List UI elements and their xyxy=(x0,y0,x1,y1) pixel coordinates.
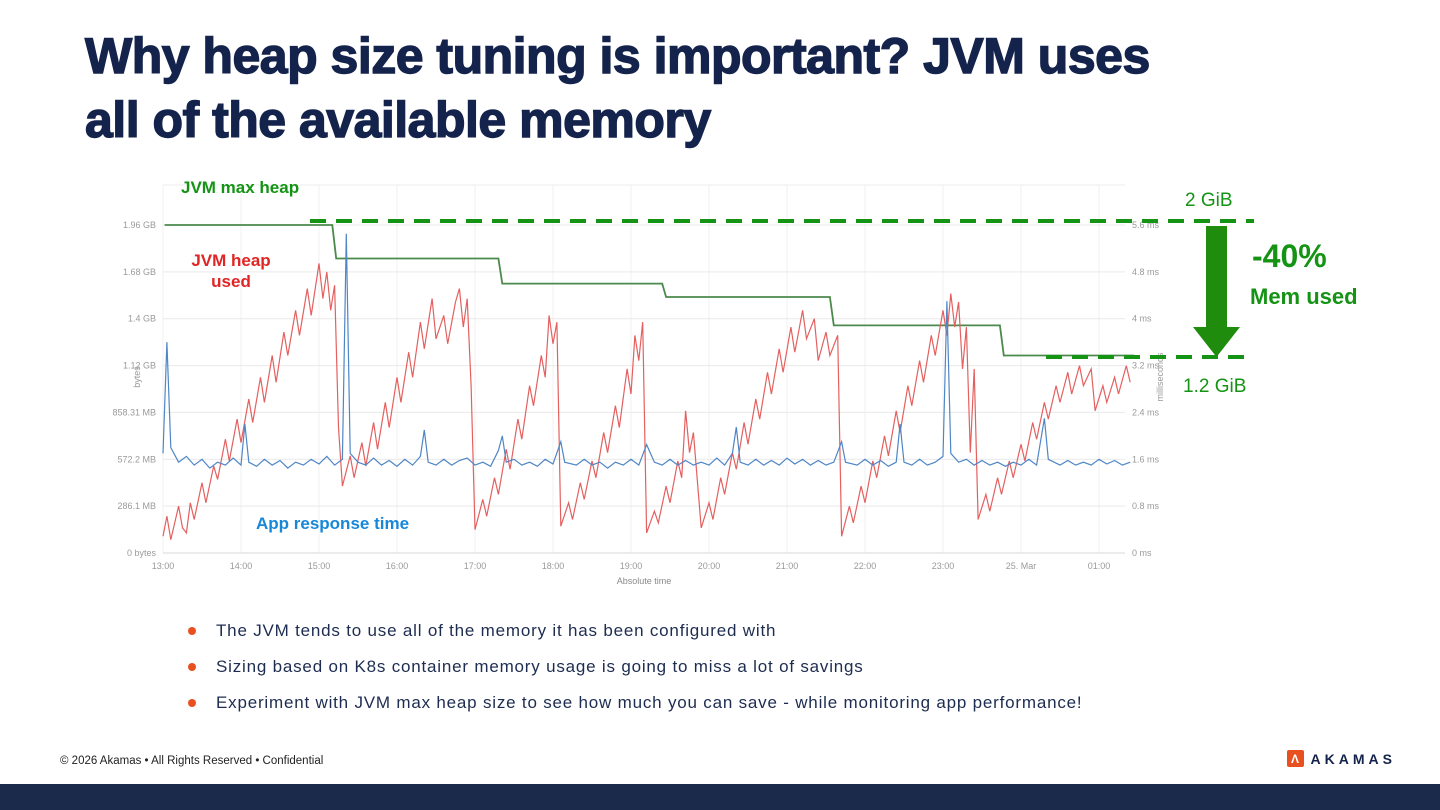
svg-text:0 ms: 0 ms xyxy=(1132,548,1152,558)
svg-text:4.8 ms: 4.8 ms xyxy=(1132,267,1160,277)
svg-text:1.6 ms: 1.6 ms xyxy=(1132,454,1160,464)
akamas-logo-icon: Λ xyxy=(1286,750,1304,767)
bullet-dot-icon xyxy=(188,626,196,635)
svg-text:13:00: 13:00 xyxy=(152,561,175,571)
svg-text:4 ms: 4 ms xyxy=(1132,314,1152,324)
svg-text:20:00: 20:00 xyxy=(698,561,721,571)
svg-text:2.4 ms: 2.4 ms xyxy=(1132,407,1160,417)
svg-text:3.2 ms: 3.2 ms xyxy=(1132,361,1160,371)
svg-text:1.12 GB: 1.12 GB xyxy=(123,361,156,371)
one-point-two-gib-label: 1.2 GiB xyxy=(1183,376,1247,397)
title-line-1: Why heap size tuning is important? JVM u… xyxy=(84,27,1151,84)
svg-text:17:00: 17:00 xyxy=(464,561,487,571)
akamas-logo-text: AKAMAS xyxy=(1310,750,1396,767)
svg-text:milliseconds: milliseconds xyxy=(1155,352,1165,402)
svg-text:858.31 MB: 858.31 MB xyxy=(112,407,156,417)
svg-text:19:00: 19:00 xyxy=(620,561,643,571)
bullet-item: The JVM tends to use all of the memory i… xyxy=(188,620,1082,641)
svg-text:23:00: 23:00 xyxy=(932,561,955,571)
two-gib-label: 2 GiB xyxy=(1185,190,1233,211)
svg-text:286.1 MB: 286.1 MB xyxy=(117,501,156,511)
svg-text:572.2 MB: 572.2 MB xyxy=(117,454,156,464)
svg-text:bytes: bytes xyxy=(132,366,142,388)
footer-copyright: © 2026 Akamas • All Rights Reserved • Co… xyxy=(60,755,324,767)
bullet-text: The JVM tends to use all of the memory i… xyxy=(216,620,777,640)
svg-text:Absolute time: Absolute time xyxy=(617,576,672,586)
jvm-max-heap-label: JVM max heap xyxy=(181,178,300,197)
chart-canvas: 13:00 14:00 15:00 16:00 17:00 18:00 19:00 20:00… xyxy=(112,184,1165,586)
memory-chart: 13:00 14:00 15:00 16:00 17:00 18:00 19:00 20:00… xyxy=(95,172,1180,597)
bullet-dot-icon xyxy=(188,662,196,671)
svg-text:16:00: 16:00 xyxy=(386,561,409,571)
bottom-bar xyxy=(0,784,1440,810)
svg-text:21:00: 21:00 xyxy=(776,561,799,571)
minus-forty-percent-label: -40% xyxy=(1252,238,1327,274)
bullet-dot-icon xyxy=(188,698,196,707)
jvm-heap-used-label: JVM heap used xyxy=(174,250,288,292)
bullet-item: Experiment with JVM max heap size to see… xyxy=(188,692,1082,713)
jvm-heap-used-line1: JVM heap xyxy=(191,251,271,270)
svg-text:0.8 ms: 0.8 ms xyxy=(1132,501,1160,511)
bullet-text: Sizing based on K8s container memory usa… xyxy=(216,656,864,676)
svg-text:14:00: 14:00 xyxy=(230,561,253,571)
svg-text:15:00: 15:00 xyxy=(308,561,331,571)
akamas-logo: Λ AKAMAS xyxy=(1286,750,1396,767)
bullet-item: Sizing based on K8s container memory usa… xyxy=(188,656,1082,677)
page-title: Why heap size tuning is important? JVM u… xyxy=(84,24,1151,152)
svg-text:5.6 ms: 5.6 ms xyxy=(1132,220,1160,230)
app-response-time-label: App response time xyxy=(256,514,410,533)
bullet-text: Experiment with JVM max heap size to see… xyxy=(216,692,1083,712)
bullet-list: The JVM tends to use all of the memory i… xyxy=(188,620,1082,713)
jvm-heap-used-line2: used xyxy=(211,272,251,291)
svg-text:18:00: 18:00 xyxy=(542,561,565,571)
svg-text:0 bytes: 0 bytes xyxy=(127,548,157,558)
svg-text:1.68 GB: 1.68 GB xyxy=(123,267,156,277)
down-arrow-icon xyxy=(1193,226,1240,357)
svg-text:1.96 GB: 1.96 GB xyxy=(123,220,156,230)
svg-text:25. Mar: 25. Mar xyxy=(1006,561,1037,571)
svg-text:01:00: 01:00 xyxy=(1088,561,1111,571)
mem-used-label: Mem used xyxy=(1250,284,1358,309)
svg-text:1.4 GB: 1.4 GB xyxy=(128,314,156,324)
svg-text:22:00: 22:00 xyxy=(854,561,877,571)
title-line-2: all of the available memory xyxy=(84,91,712,148)
